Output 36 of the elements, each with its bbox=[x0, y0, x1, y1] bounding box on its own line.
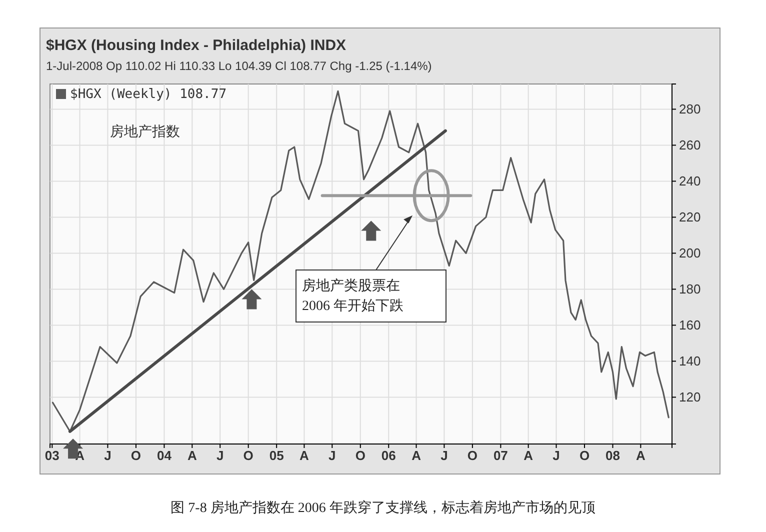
chart-subtitle: 1-Jul-2008 Op 110.02 Hi 110.33 Lo 104.39 Cl 108.77 Chg -1.25 (-1.14%) bbox=[46, 59, 432, 73]
x-tick-label: 05 bbox=[269, 448, 284, 464]
x-tick-label: A bbox=[412, 448, 422, 464]
y-tick-label: 160 bbox=[679, 317, 701, 332]
x-tick-label: J bbox=[216, 448, 224, 464]
x-tick-label: 04 bbox=[156, 448, 172, 464]
y-tick-label: 180 bbox=[679, 281, 701, 296]
x-tick-label: A bbox=[187, 448, 198, 464]
y-tick-label: 280 bbox=[679, 101, 701, 116]
x-tick-label: 08 bbox=[606, 448, 620, 464]
x-tick-label: A bbox=[300, 448, 310, 464]
x-tick-label: J bbox=[552, 448, 560, 464]
legend-label: $HGX (Weekly) 108.77 bbox=[70, 87, 227, 102]
x-tick-label: 07 bbox=[493, 448, 508, 464]
x-tick-label: 03 bbox=[44, 448, 60, 464]
y-tick-label: 220 bbox=[679, 209, 701, 224]
y-tick-label: 140 bbox=[679, 353, 701, 368]
x-tick-label: J bbox=[440, 448, 448, 464]
y-tick-label: 120 bbox=[679, 389, 701, 404]
x-tick-label: O bbox=[243, 448, 254, 464]
y-tick-label: 260 bbox=[679, 137, 701, 152]
x-tick-label: J bbox=[104, 448, 112, 464]
x-tick-label: O bbox=[467, 448, 478, 464]
x-tick-label: A bbox=[636, 448, 646, 464]
y-tick-label: 200 bbox=[679, 245, 701, 260]
x-tick-label: O bbox=[130, 448, 142, 464]
caption: 图 7-8 房地产指数在 2006 年跌穿了支撑线，标志着房地产市场的见顶 bbox=[170, 500, 596, 516]
y-tick-label: 240 bbox=[679, 173, 701, 188]
x-tick-label: A bbox=[524, 448, 534, 464]
x-tick-label: 06 bbox=[381, 448, 396, 464]
chart-title: $HGX (Housing Index - Philadelphia) INDX bbox=[46, 37, 346, 54]
annotation: 房地产类股票在 2006 年开始下跌 bbox=[302, 278, 404, 314]
x-tick-label: O bbox=[355, 448, 366, 464]
annotation: 房地产指数 bbox=[110, 124, 180, 140]
x-tick-label: J bbox=[328, 448, 336, 464]
x-tick-label: O bbox=[579, 448, 590, 464]
